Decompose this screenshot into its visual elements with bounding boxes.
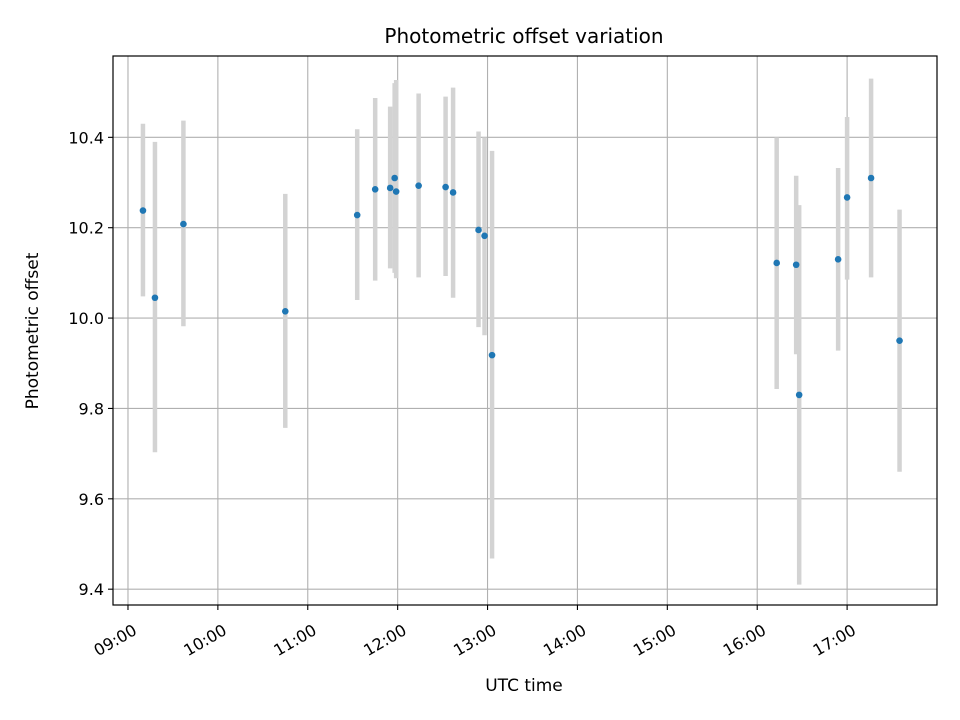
data-point xyxy=(353,211,361,219)
y-tick-label: 9.8 xyxy=(79,399,104,418)
y-tick-label: 9.4 xyxy=(79,580,104,599)
data-point xyxy=(180,220,187,228)
data-point xyxy=(481,232,488,240)
data-point xyxy=(843,194,851,201)
chart-title: Photometric offset variation xyxy=(384,24,663,48)
data-point xyxy=(475,226,482,234)
plot-frame xyxy=(112,55,938,606)
y-axis-label: Photometric offset xyxy=(23,252,43,409)
data-point xyxy=(392,188,400,195)
data-point xyxy=(151,294,159,302)
data-point xyxy=(442,183,449,191)
data-point xyxy=(896,337,903,344)
y-axis-ticks: 9.4 9.6 9.8 10.0 10.2 10.4 xyxy=(68,128,113,599)
data-point xyxy=(139,207,147,214)
data-point xyxy=(488,351,496,359)
data-point xyxy=(391,174,398,182)
data-point xyxy=(773,259,780,267)
data-point xyxy=(281,307,289,315)
data-point xyxy=(792,261,800,269)
data-point xyxy=(795,391,803,399)
y-tick-label: 9.6 xyxy=(79,490,104,509)
y-tick-label: 10.4 xyxy=(68,128,104,147)
data-point xyxy=(371,185,379,193)
x-axis-label: UTC time xyxy=(485,676,563,696)
data-point xyxy=(386,184,394,192)
y-tick-label: 10.0 xyxy=(68,309,104,328)
data-point xyxy=(867,174,875,182)
data-point xyxy=(415,182,422,189)
data-points xyxy=(139,174,903,399)
data-point xyxy=(449,189,457,196)
data-point xyxy=(834,256,842,263)
y-tick-label: 10.2 xyxy=(68,219,104,238)
